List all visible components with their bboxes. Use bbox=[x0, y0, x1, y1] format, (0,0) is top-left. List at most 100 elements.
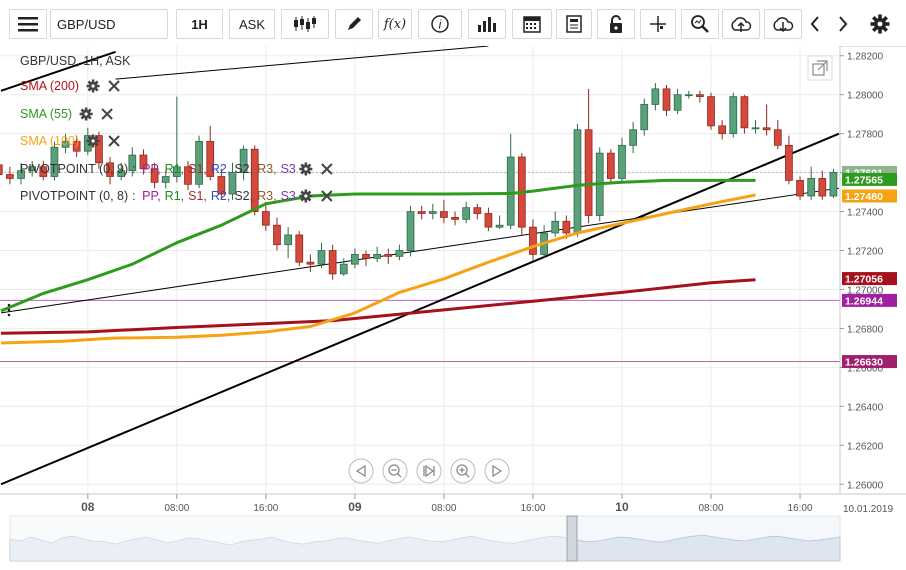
sma-line bbox=[0, 278, 756, 335]
pan-left-button[interactable] bbox=[348, 458, 374, 484]
triangle-right-icon bbox=[492, 464, 503, 478]
scroll-left-button[interactable] bbox=[804, 9, 826, 39]
x-tick-label: 08:00 bbox=[431, 503, 456, 514]
x-tick-label: 08 bbox=[81, 500, 95, 514]
pan-right-button[interactable] bbox=[484, 458, 510, 484]
gear-icon-tooth bbox=[94, 142, 99, 147]
gear-icon-hole bbox=[84, 112, 88, 116]
x-tick-label: 09 bbox=[348, 500, 362, 514]
gear-icon-tooth bbox=[299, 194, 303, 198]
news-button[interactable] bbox=[556, 9, 592, 39]
navigator-handle[interactable] bbox=[566, 515, 578, 562]
timeframe-selector[interactable]: 1H bbox=[176, 9, 223, 39]
gear-icon-tooth bbox=[304, 199, 308, 203]
candle-body bbox=[484, 213, 493, 228]
navigator[interactable] bbox=[9, 515, 841, 562]
price-side-selector[interactable]: ASK bbox=[229, 9, 275, 39]
candle-body bbox=[39, 166, 48, 177]
info-button[interactable]: i bbox=[418, 9, 462, 39]
candle-body bbox=[762, 127, 771, 131]
candle-body bbox=[428, 211, 437, 214]
price-chart[interactable]: 1.282001.280001.278001.276001.274001.272… bbox=[0, 46, 906, 565]
calendar-icon bbox=[523, 16, 541, 33]
upload-button[interactable] bbox=[722, 9, 760, 39]
gear-icon-tooth bbox=[87, 115, 92, 120]
pivot-separator: : bbox=[132, 162, 135, 176]
candle-body bbox=[317, 250, 326, 265]
gear-icon-tooth bbox=[80, 108, 85, 113]
pivot-level-label: PP, bbox=[142, 162, 161, 176]
zoom-out-icon bbox=[388, 464, 402, 478]
scroll-right-button[interactable] bbox=[832, 9, 854, 39]
candle-body bbox=[618, 144, 626, 179]
menu-button[interactable] bbox=[9, 9, 47, 39]
reset-view-button[interactable] bbox=[416, 458, 442, 484]
chevron-left-icon bbox=[810, 16, 819, 32]
gear-icon-tooth bbox=[79, 112, 83, 116]
y-tick-label: 1.26000 bbox=[847, 480, 884, 491]
pivot-settings-icon bbox=[299, 162, 313, 176]
price-badge bbox=[842, 355, 897, 369]
chart-title: GBP/USD, 1H, ASK bbox=[20, 54, 131, 68]
calendar-button[interactable] bbox=[512, 9, 552, 39]
gear-icon-tooth bbox=[87, 108, 92, 113]
price-badge-label: 1.27056 bbox=[845, 274, 883, 286]
zoom-in-button[interactable] bbox=[450, 458, 476, 484]
draw-tool-button[interactable] bbox=[335, 9, 373, 39]
candle-body bbox=[696, 94, 704, 98]
chart-type-button[interactable] bbox=[281, 9, 329, 39]
x-tick-label: 16:00 bbox=[788, 503, 813, 514]
gear-icon-tooth bbox=[304, 172, 308, 176]
x-tick-label: 08:00 bbox=[164, 503, 189, 514]
candle-body bbox=[829, 172, 838, 197]
indicators-button[interactable]: f(x) bbox=[378, 9, 412, 39]
price-side-label: ASK bbox=[238, 16, 265, 32]
lock-button[interactable] bbox=[597, 9, 635, 39]
candle-body bbox=[362, 254, 370, 259]
gear-icon-tooth bbox=[307, 163, 312, 168]
expand-button[interactable] bbox=[807, 55, 833, 81]
close-icon-stroke bbox=[108, 135, 120, 147]
gear-icon-tooth bbox=[84, 107, 88, 111]
y-tick-label: 1.27200 bbox=[847, 247, 884, 258]
candle-body bbox=[250, 148, 259, 212]
x-tick-label: 16:00 bbox=[253, 503, 278, 514]
candle-body bbox=[673, 94, 682, 111]
gear-icon-tooth bbox=[96, 84, 100, 88]
drag-handle[interactable] bbox=[7, 303, 11, 317]
chart-area[interactable]: 1.282001.280001.278001.276001.274001.272… bbox=[0, 46, 906, 565]
crosshair-button[interactable] bbox=[640, 9, 676, 39]
trend-lines[interactable] bbox=[0, 46, 840, 486]
download-button[interactable] bbox=[764, 9, 802, 39]
nav-controls bbox=[348, 458, 510, 484]
settings-button[interactable] bbox=[866, 9, 894, 39]
x-tick-label: 16:00 bbox=[520, 503, 545, 514]
candle-body bbox=[651, 88, 660, 105]
navigator-series bbox=[9, 534, 841, 562]
symbol-selector[interactable]: GBP/USD bbox=[50, 9, 168, 39]
zoom-in-icon bbox=[456, 464, 470, 478]
gear-icon-tooth bbox=[91, 144, 95, 148]
trend-line bbox=[115, 46, 489, 80]
zoom-button[interactable] bbox=[681, 9, 719, 39]
x-axis: 08 08:00 16:00 09 08:00 16:00 10 08:00 16:00 bbox=[81, 494, 813, 514]
y-axis: 1.282001.280001.278001.276001.274001.272… bbox=[840, 52, 884, 491]
candle-body bbox=[584, 129, 593, 216]
cloud-download-icon bbox=[773, 17, 794, 33]
price-badge-label: 1.27480 bbox=[845, 191, 883, 203]
gear-icon-tooth bbox=[94, 135, 99, 140]
candle-body bbox=[328, 250, 337, 275]
candle-body bbox=[740, 96, 749, 129]
pivot-level-label: S1, bbox=[188, 189, 207, 203]
candle-body bbox=[161, 176, 170, 183]
hamburger-icon bbox=[18, 17, 38, 32]
gear-icon-tooth bbox=[94, 80, 99, 85]
zoom-out-button[interactable] bbox=[382, 458, 408, 484]
candle-body bbox=[172, 166, 181, 177]
plot-background bbox=[0, 46, 840, 494]
volume-button[interactable] bbox=[468, 9, 506, 39]
candle-body bbox=[684, 94, 693, 97]
gear-icon-tooth bbox=[300, 163, 305, 168]
gear-icon bbox=[870, 14, 890, 34]
candle-body bbox=[773, 129, 782, 146]
